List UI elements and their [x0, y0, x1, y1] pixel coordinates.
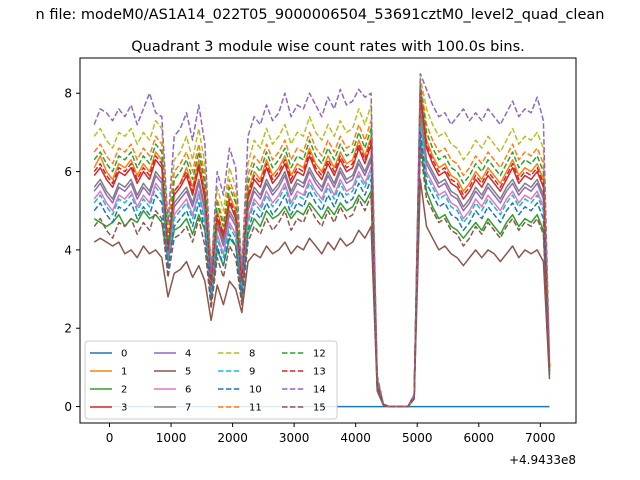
legend-label-8: 8 — [249, 349, 255, 360]
plot-area — [79, 57, 577, 424]
series-line-12 — [93, 84, 551, 408]
legend-label-13: 13 — [313, 367, 326, 378]
series-line-7 — [93, 108, 551, 408]
legend-label-7: 7 — [185, 403, 191, 414]
x-tick-label: 0 — [106, 431, 114, 445]
figure-suptitle: n file: modeM0/AS1A14_022T05_9000006504_… — [36, 7, 605, 23]
y-tick-label: 8 — [64, 87, 72, 101]
x-tick-label: 1000 — [156, 431, 187, 445]
x-axis: 0 1000 2000 3000 4000 5000 6000 7000 — [106, 423, 556, 445]
x-tick-label: 6000 — [463, 431, 494, 445]
legend-label-3: 3 — [121, 403, 127, 414]
series-line-5 — [93, 178, 551, 408]
series-line-15 — [93, 147, 551, 408]
series-line-10 — [93, 131, 551, 408]
legend-label-11: 11 — [249, 403, 262, 414]
legend-label-9: 9 — [249, 367, 255, 378]
y-tick-label: 6 — [64, 165, 72, 179]
x-tick-label: 4000 — [340, 431, 371, 445]
x-tick-label: 5000 — [402, 431, 433, 445]
y-tick-label: 4 — [64, 243, 72, 257]
series-layer — [93, 72, 551, 408]
x-tick-label: 7000 — [525, 431, 556, 445]
legend-label-10: 10 — [249, 385, 262, 396]
series-line-13 — [93, 92, 551, 408]
legend-frame — [84, 340, 338, 420]
legend-label-15: 15 — [313, 403, 326, 414]
x-tick-label: 3000 — [279, 431, 310, 445]
axes-frame — [79, 57, 577, 424]
legend-label-4: 4 — [185, 349, 191, 360]
legend-label-12: 12 — [313, 349, 326, 360]
legend-label-0: 0 — [121, 349, 127, 360]
series-line-14 — [93, 72, 551, 408]
y-tick-label: 2 — [64, 322, 72, 336]
legend-label-1: 1 — [121, 367, 127, 378]
y-tick-label: 0 — [64, 400, 72, 414]
legend-label-6: 6 — [185, 385, 191, 396]
x-tick-label: 2000 — [217, 431, 248, 445]
chart-title: Quadrant 3 module wise count rates with … — [131, 39, 525, 55]
y-axis: 0 2 4 6 8 — [64, 87, 80, 414]
series-line-8 — [93, 76, 551, 408]
x-offset-label: +4.9433e8 — [509, 453, 576, 467]
legend-label-5: 5 — [185, 367, 191, 378]
legend-label-2: 2 — [121, 385, 127, 396]
legend-label-14: 14 — [313, 385, 326, 396]
